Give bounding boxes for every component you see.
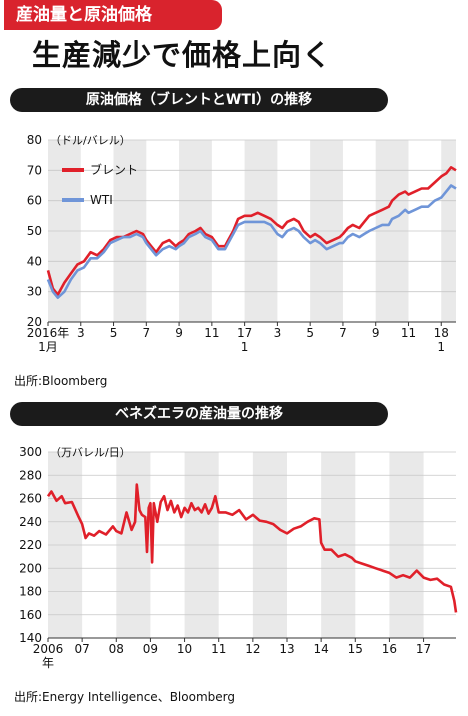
chart1-x-tick-label: 17 bbox=[237, 326, 252, 340]
chart1-y-tick-label: 30 bbox=[27, 285, 42, 299]
venezuela-output-chart: 140 160 180 200 220 240 260 280 300 （万バレル/日） 2006年… bbox=[19, 445, 458, 670]
chart1-x-tick-label: 3 bbox=[274, 326, 282, 340]
chart2-unit-label: （万バレル/日） bbox=[50, 446, 131, 459]
chart1-unit-label: （ドル/バレル） bbox=[50, 134, 131, 147]
chart1-y-tick-label: 40 bbox=[27, 254, 42, 268]
chart2-x-tick-sublabel: 年 bbox=[42, 656, 54, 670]
chart2-x-tick-label: 10 bbox=[177, 642, 192, 656]
chart1-y-tick-label: 60 bbox=[27, 194, 42, 208]
chart2-y-tick-label: 260 bbox=[19, 492, 42, 506]
chart1-x-tick-sublabel: 1月 bbox=[38, 340, 58, 354]
chart1-x-tick-sublabel: 1 bbox=[437, 340, 445, 354]
chart1-x-tick-label: 9 bbox=[175, 326, 183, 340]
chart1-y-tick-label: 50 bbox=[27, 224, 42, 238]
chart1-x-tick-label: 18 bbox=[434, 326, 449, 340]
chart2-y-tick-label: 160 bbox=[19, 608, 42, 622]
chart2-x-tick-label: 17 bbox=[416, 642, 431, 656]
chart1-x-tick-label: 3 bbox=[77, 326, 85, 340]
chart1-source: 出所:Bloomberg bbox=[14, 374, 108, 388]
chart1-x-tick-label: 7 bbox=[339, 326, 347, 340]
chart2-y-tick-label: 220 bbox=[19, 538, 42, 552]
chart1-x-tick-label: 7 bbox=[142, 326, 150, 340]
chart2-x-tick-label: 15 bbox=[348, 642, 363, 656]
chart2-title: ベネズエラの産油量の推移 bbox=[10, 402, 388, 426]
chart2-x-tick-label: 07 bbox=[75, 642, 90, 656]
chart2-y-tick-label: 180 bbox=[19, 585, 42, 599]
chart2-x-tick-label: 13 bbox=[279, 642, 294, 656]
topic-tag: 産油量と原油価格 bbox=[4, 0, 222, 30]
chart2-x-tick-label: 08 bbox=[109, 642, 124, 656]
chart1-x-tick-label: 5 bbox=[306, 326, 314, 340]
chart1-legend-label: WTI bbox=[90, 193, 113, 207]
chart1-series-line-1 bbox=[46, 184, 457, 299]
chart2-x-tick-label: 12 bbox=[245, 642, 260, 656]
chart1-x-tick-label: 11 bbox=[204, 326, 219, 340]
chart2-y-tick-label: 280 bbox=[19, 468, 42, 482]
chart1-x-tick-label: 9 bbox=[372, 326, 380, 340]
chart1-y-tick-label: 80 bbox=[27, 133, 42, 147]
chart2-x-tick-label: 14 bbox=[313, 642, 328, 656]
chart2-y-tick-label: 300 bbox=[19, 445, 42, 459]
chart1-x-tick-label: 5 bbox=[110, 326, 118, 340]
chart2-x-tick-label: 09 bbox=[143, 642, 158, 656]
headline: 生産減少で価格上向く bbox=[32, 38, 333, 72]
chart2-x-tick-label: 2006 bbox=[33, 642, 64, 656]
chart1-y-tick-label: 20 bbox=[27, 315, 42, 329]
chart1-legend-label: ブレント bbox=[90, 162, 138, 177]
chart2-y-tick-label: 140 bbox=[19, 631, 42, 645]
chart2-y-tick-label: 240 bbox=[19, 515, 42, 529]
chart1-title: 原油価格（ブレントとWTI）の推移 bbox=[10, 88, 388, 112]
chart2-source: 出所:Energy Intelligence、Bloomberg bbox=[14, 690, 235, 704]
chart1-y-tick-label: 70 bbox=[27, 163, 42, 177]
chart2-x-tick-label: 16 bbox=[382, 642, 397, 656]
chart2-y-tick-label: 200 bbox=[19, 561, 42, 575]
chart1-x-tick-label: 2016年 bbox=[27, 326, 70, 340]
chart1-x-tick-label: 11 bbox=[401, 326, 416, 340]
chart2-series-line-0 bbox=[46, 483, 458, 613]
chart1-x-tick-sublabel: 1 bbox=[241, 340, 249, 354]
chart2-x-tick-label: 11 bbox=[211, 642, 226, 656]
